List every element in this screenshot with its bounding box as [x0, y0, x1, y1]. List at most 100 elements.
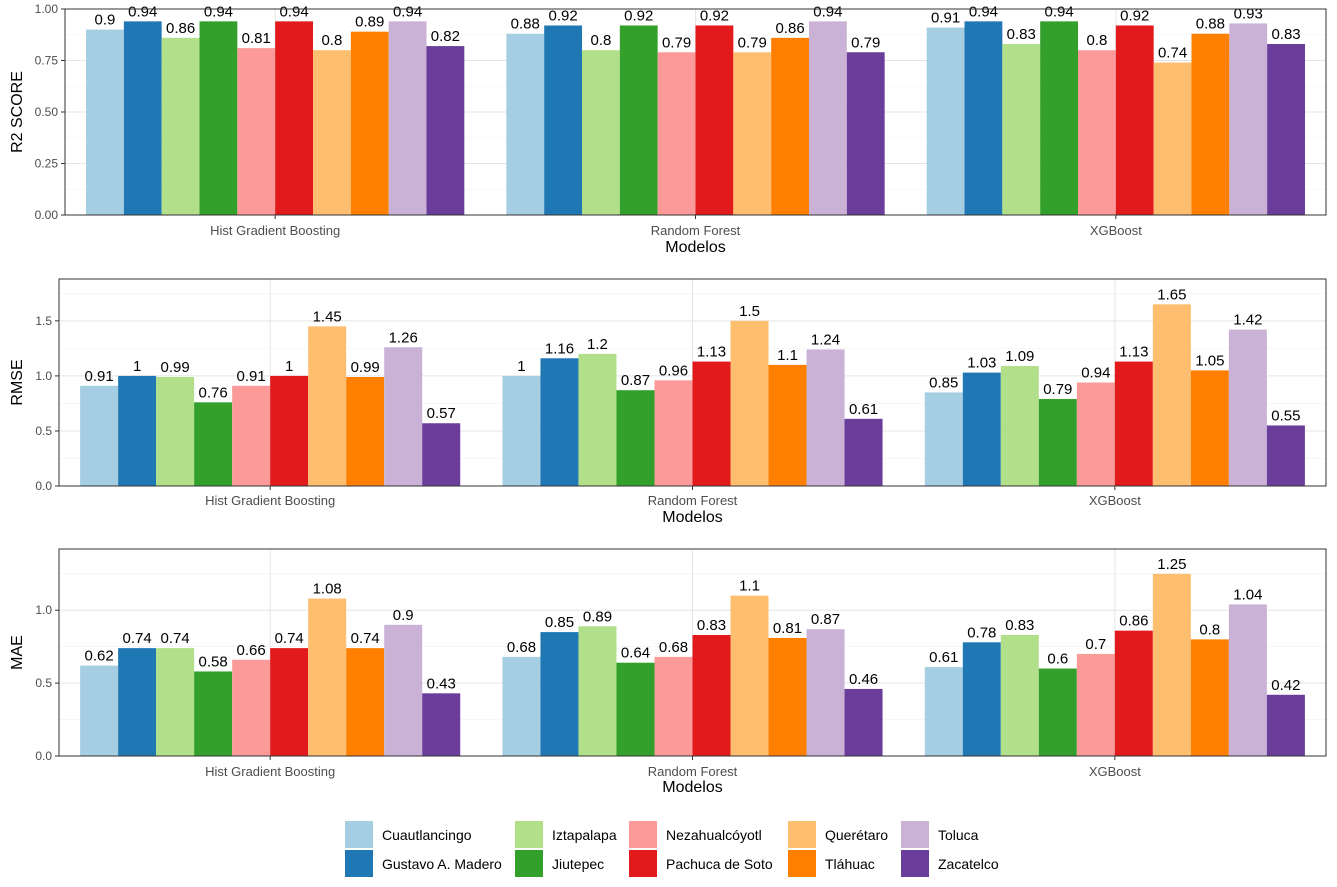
x-tick-label: XGBoost — [1090, 223, 1142, 238]
bar-value-label: 0.89 — [355, 14, 384, 31]
bar — [692, 635, 731, 756]
legend-swatch — [345, 850, 373, 877]
bar-value-label: 0.92 — [624, 7, 653, 24]
bar-value-label: 0.94 — [393, 3, 422, 20]
bar-value-label: 1.09 — [1005, 348, 1034, 365]
bar-value-label: 0.55 — [1271, 407, 1300, 424]
bar — [506, 33, 545, 215]
bar — [1114, 630, 1153, 756]
bar — [654, 656, 693, 756]
bar-value-label: 0.46 — [849, 671, 878, 688]
bar — [1040, 21, 1079, 215]
bar-value-label: 1.45 — [313, 308, 342, 325]
y-tick-label: 0.5 — [35, 676, 52, 690]
bar — [544, 25, 583, 216]
bar-value-label: 1.13 — [697, 344, 726, 361]
bar — [232, 385, 271, 486]
bar-value-label: 0.74 — [123, 630, 152, 647]
bar — [388, 21, 427, 215]
x-tick-label: Random Forest — [648, 764, 738, 779]
bar-value-label: 0.42 — [1271, 677, 1300, 694]
y-axis-title: R2 SCORE — [9, 71, 26, 153]
x-tick-label: Random Forest — [651, 223, 741, 238]
bar — [844, 688, 883, 756]
bar — [540, 632, 579, 756]
legend-swatch — [788, 850, 816, 877]
bar — [502, 656, 541, 756]
bar-value-label: 0.86 — [775, 20, 804, 37]
bar — [426, 46, 465, 215]
bar — [1266, 694, 1305, 756]
bar — [1229, 23, 1268, 216]
bar-value-label: 0.61 — [929, 649, 958, 666]
bar — [161, 37, 200, 216]
bar — [962, 642, 1001, 756]
bar — [654, 380, 693, 486]
y-axis-title: MAE — [9, 635, 26, 670]
bar — [1078, 50, 1116, 216]
x-axis-title: Modelos — [665, 239, 725, 256]
y-tick-label: 1.0 — [35, 369, 52, 383]
bar-value-label: 0.8 — [1086, 32, 1107, 49]
legend-label: Pachuca de Soto — [666, 856, 773, 872]
bar — [1228, 604, 1267, 756]
bar — [237, 48, 276, 215]
legend-label: Zacatelco — [938, 856, 999, 872]
y-tick-label: 0.0 — [35, 479, 52, 493]
bar — [312, 50, 351, 216]
bar — [1038, 399, 1077, 486]
bar-value-label: 1.1 — [739, 578, 760, 595]
bar — [582, 50, 620, 216]
bar — [422, 423, 461, 486]
y-tick-label: 1.00 — [35, 2, 59, 16]
bar — [768, 364, 807, 486]
legend-swatch — [345, 821, 373, 848]
bar-value-label: 1 — [517, 358, 525, 375]
x-axis-title: Modelos — [662, 509, 722, 526]
bar — [616, 662, 655, 756]
bar-value-label: 0.94 — [969, 3, 998, 20]
bar-value-label: 0.76 — [199, 384, 228, 401]
bar-value-label: 0.86 — [1119, 613, 1148, 630]
x-tick-label: Hist Gradient Boosting — [205, 493, 335, 508]
bar — [118, 375, 157, 486]
bar-value-label: 0.83 — [1007, 26, 1036, 43]
bar-value-label: 0.88 — [1196, 16, 1225, 33]
bar — [350, 31, 389, 215]
bar-value-label: 0.83 — [1005, 617, 1034, 634]
bar-value-label: 0.81 — [773, 620, 802, 637]
legend-swatch — [515, 821, 543, 848]
bar-value-label: 0.93 — [1234, 5, 1263, 22]
bar-value-label: 1.04 — [1233, 586, 1262, 603]
bar — [346, 648, 385, 756]
bar — [657, 52, 696, 216]
bar — [1038, 668, 1077, 756]
bar — [733, 52, 772, 216]
legend-swatch — [901, 850, 929, 877]
x-tick-label: XGBoost — [1089, 764, 1141, 779]
x-axis-title: Modelos — [662, 779, 722, 796]
bar-value-label: 0.8 — [590, 32, 611, 49]
bar-value-label: 0.83 — [697, 617, 726, 634]
bar — [771, 37, 809, 216]
legend-swatch — [629, 821, 657, 848]
bar-value-label: 0.94 — [1081, 365, 1110, 382]
y-tick-label: 0.25 — [35, 157, 59, 171]
bar-value-label: 0.94 — [128, 3, 157, 20]
bar — [1153, 62, 1192, 216]
bar — [768, 637, 807, 756]
bar — [123, 21, 162, 215]
y-tick-label: 0.5 — [35, 424, 52, 438]
bar-value-label: 1 — [133, 358, 141, 375]
bar — [578, 626, 617, 756]
legend-label: Tláhuac — [825, 856, 875, 872]
bar-value-label: 0.79 — [851, 34, 880, 51]
bar-value-label: 0.91 — [85, 368, 114, 385]
bar — [1152, 573, 1191, 756]
bar-value-label: 1.08 — [313, 581, 342, 598]
bar — [194, 402, 233, 486]
legend-label: Nezahualcóyotl — [666, 827, 762, 843]
bar — [1152, 304, 1191, 486]
bar-value-label: 0.82 — [431, 28, 460, 45]
